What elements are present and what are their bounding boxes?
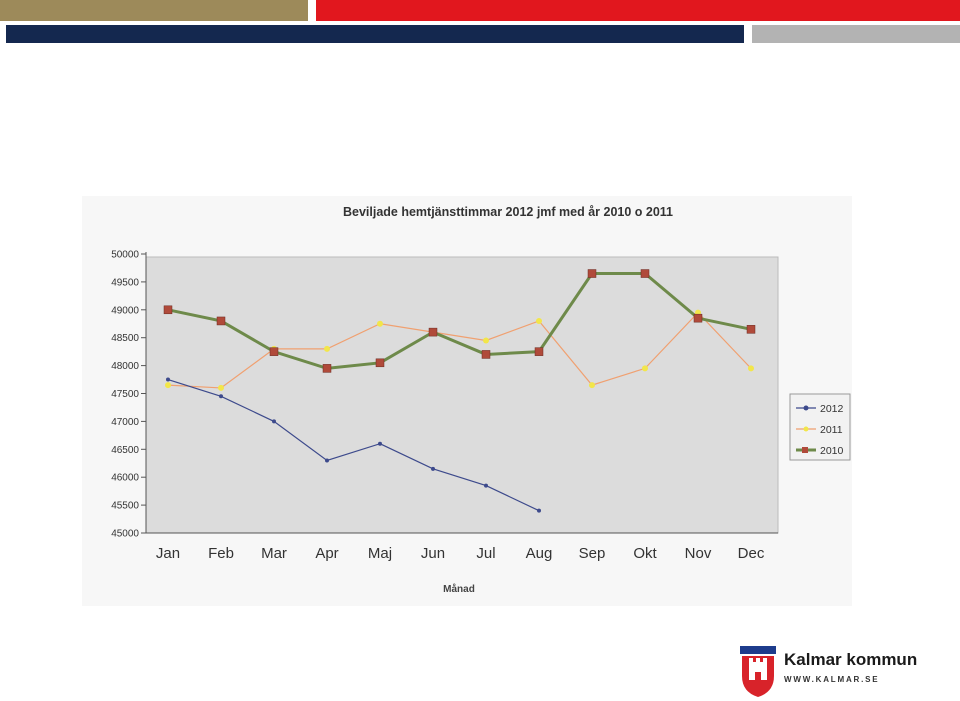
data-point-2010 (640, 269, 650, 278)
kalmar-kommun-logo: Kalmar kommun WWW.KALMAR.SE (740, 646, 954, 698)
data-point-2011 (377, 320, 383, 327)
x-axis-label: Månad (443, 583, 475, 595)
y-tick-label: 45000 (111, 529, 139, 540)
legend-marker-2010 (802, 447, 808, 453)
data-point-2010 (534, 347, 544, 356)
data-point-2011 (536, 317, 542, 324)
legend-marker-2012 (803, 405, 809, 411)
data-point-2010 (481, 350, 491, 359)
data-point-2010 (163, 305, 173, 315)
data-point-2011 (324, 345, 330, 352)
data-point-2012 (166, 377, 170, 382)
legend-marker-2011 (803, 426, 809, 432)
x-tick-label: Apr (315, 545, 338, 562)
y-tick-label: 48500 (111, 333, 139, 344)
legend-label-2010: 2010 (820, 445, 844, 457)
data-point-2011 (483, 337, 489, 344)
series-line-2011 (167, 311, 752, 389)
plot-area (145, 256, 779, 534)
header-red-bar (316, 0, 960, 21)
y-tick-label: 45500 (111, 501, 139, 512)
y-tick-label: 46000 (111, 473, 139, 484)
chart-title: Beviljade hemtjänsttimmar 2012 jmf med å… (343, 205, 673, 219)
data-point-2010 (216, 316, 226, 326)
x-tick-label: Feb (208, 545, 234, 562)
x-tick-label: Jun (421, 545, 445, 562)
kalmar-coat-of-arms-icon (740, 646, 776, 697)
series-layer (163, 269, 756, 513)
data-point-2012 (378, 441, 382, 446)
x-tick-label: Sep (579, 545, 606, 562)
x-tick-label: Maj (368, 545, 392, 562)
y-tick-label: 48000 (111, 361, 139, 372)
data-point-2011 (218, 384, 224, 391)
x-tick-label: Okt (633, 545, 657, 562)
data-point-2010 (428, 327, 438, 337)
y-tick-label: 49500 (111, 277, 139, 288)
data-point-2012 (484, 483, 488, 488)
x-tick-label: Mar (261, 545, 287, 562)
data-point-2010 (375, 358, 385, 368)
chart-legend: 2012 2011 2010 (789, 393, 851, 461)
y-axis-ticks: 45000 45500 46000 46500 47000 47500 48000 48500… (111, 250, 146, 540)
x-tick-label: Jan (156, 545, 180, 562)
data-point-2012 (272, 419, 276, 424)
data-point-2010 (322, 364, 332, 373)
legend-label-2012: 2012 (820, 403, 844, 415)
data-point-2010 (693, 313, 703, 323)
x-axis-ticks: Jan Feb Mar Apr Maj Jun Jul Aug Sep Okt Nov Dec (156, 545, 765, 562)
series-line-2010 (167, 272, 752, 370)
chart-image: Beviljade hemtjänsttimmar 2012 jmf med å… (82, 196, 852, 606)
logo-url: WWW.KALMAR.SE (784, 675, 880, 684)
data-point-2010 (269, 347, 279, 356)
header-gold-bar (0, 0, 308, 21)
legend-label-2011: 2011 (820, 424, 843, 436)
y-tick-label: 50000 (111, 250, 139, 261)
data-point-2011 (748, 365, 754, 372)
y-tick-label: 46500 (111, 445, 139, 456)
logo-name: Kalmar kommun (784, 650, 918, 669)
data-point-2011 (642, 365, 648, 372)
data-point-2011 (589, 382, 595, 389)
series-line-2012 (167, 378, 540, 512)
data-point-2010 (746, 325, 756, 334)
data-point-2010 (587, 269, 597, 278)
x-tick-label: Jul (476, 545, 495, 562)
data-point-2012 (325, 458, 329, 463)
data-point-2012 (431, 466, 435, 471)
x-tick-label: Aug (526, 545, 553, 562)
x-tick-label: Nov (685, 545, 712, 562)
x-tick-label: Dec (738, 545, 765, 562)
header-navy-bar (6, 25, 744, 43)
header-grey-bar (752, 25, 960, 43)
y-tick-label: 49000 (111, 305, 139, 316)
data-point-2012 (219, 394, 223, 399)
line-chart: Beviljade hemtjänsttimmar 2012 jmf med å… (111, 205, 851, 595)
y-tick-label: 47000 (111, 417, 139, 428)
y-tick-label: 47500 (111, 389, 139, 400)
data-point-2012 (537, 508, 541, 513)
data-point-2011 (165, 382, 171, 389)
